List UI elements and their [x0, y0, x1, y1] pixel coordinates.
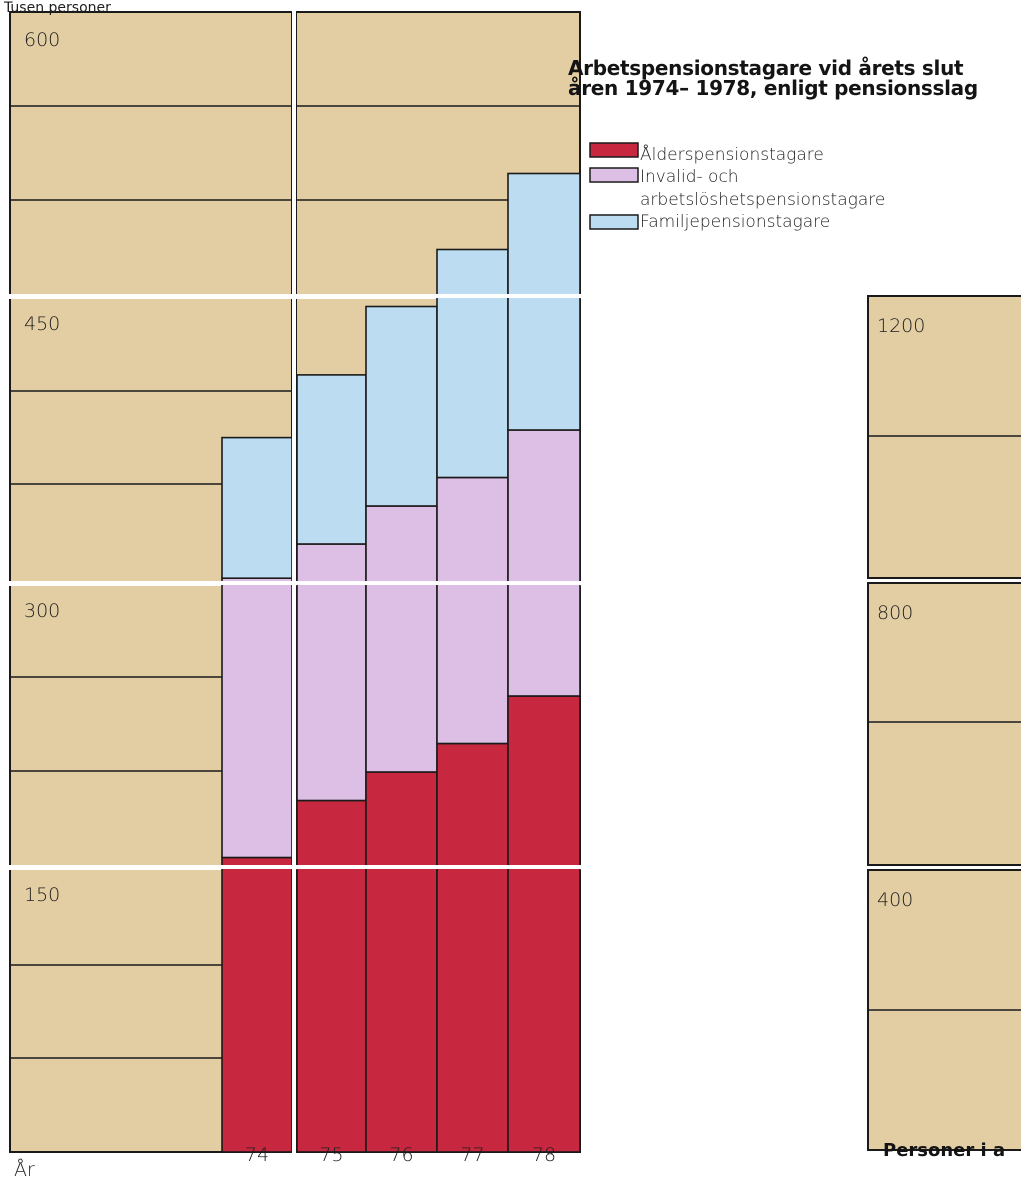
chart-title-line-1: Arbetspensionstagare vid årets slut [568, 56, 964, 80]
y-tick-label: 600 [24, 29, 60, 51]
bar-segment [436, 742, 509, 1153]
secondary-y-tick-label: 400 [877, 889, 913, 911]
legend-item-familjepension: Familjepensionstagare [640, 212, 831, 232]
y-tick-label: 300 [24, 600, 60, 622]
legend-item-invalid-line-1: Invalid- och [640, 167, 739, 187]
legend-swatch [589, 214, 639, 230]
bar-segment [507, 429, 581, 697]
bar-segment [365, 771, 438, 1153]
column-gap [292, 0, 296, 1160]
bar-segment [507, 172, 581, 431]
x-tick-labels: 74 75 76 77 78 [245, 1144, 556, 1166]
bar-segment [221, 577, 293, 859]
chart-title-line-2: åren 1974– 1978, enligt pensionsslag [568, 76, 978, 100]
x-tick-label: 77 [460, 1144, 484, 1166]
legend-item-alderspension: Ålderspensionstagare [640, 145, 824, 165]
bar-segment [436, 248, 509, 479]
x-axis-label: År [14, 1158, 35, 1181]
secondary-y-tick-label: 1200 [877, 315, 925, 337]
bar-segment [507, 695, 581, 1153]
secondary-chart-panels [867, 295, 1021, 1151]
bar-segment [365, 305, 438, 507]
x-tick-label: 74 [245, 1144, 269, 1166]
x-tick-label: 78 [532, 1144, 556, 1166]
bar-segment [296, 799, 367, 1153]
secondary-chart-caption: Personer i a [883, 1140, 1006, 1161]
bar-segment [296, 374, 367, 545]
x-tick-label: 75 [319, 1144, 343, 1166]
bar-segment [221, 856, 293, 1153]
bar-segment [365, 505, 438, 773]
bar-segment [436, 476, 509, 745]
y-tick-label: 450 [24, 313, 60, 335]
y-tick-label: 150 [24, 884, 60, 906]
y-axis-unit-label: Tusen personer [3, 0, 111, 16]
secondary-y-tick-label: 800 [877, 602, 913, 624]
legend-swatch [589, 142, 639, 158]
background-panel [9, 11, 293, 297]
x-tick-label: 76 [389, 1144, 413, 1166]
bar-segment [221, 436, 293, 580]
y-tick-labels: 150 300 450 600 [24, 29, 60, 906]
secondary-background-panel [867, 295, 1021, 579]
legend-item-invalid-line-2: arbetslöshetspensionstagare [640, 190, 886, 210]
chart-bars [8, 0, 584, 1160]
secondary-y-tick-labels: 400 800 1200 [877, 315, 925, 911]
secondary-background-panel [867, 582, 1021, 866]
legend-swatch [589, 167, 639, 183]
legend-swatches [589, 142, 639, 230]
